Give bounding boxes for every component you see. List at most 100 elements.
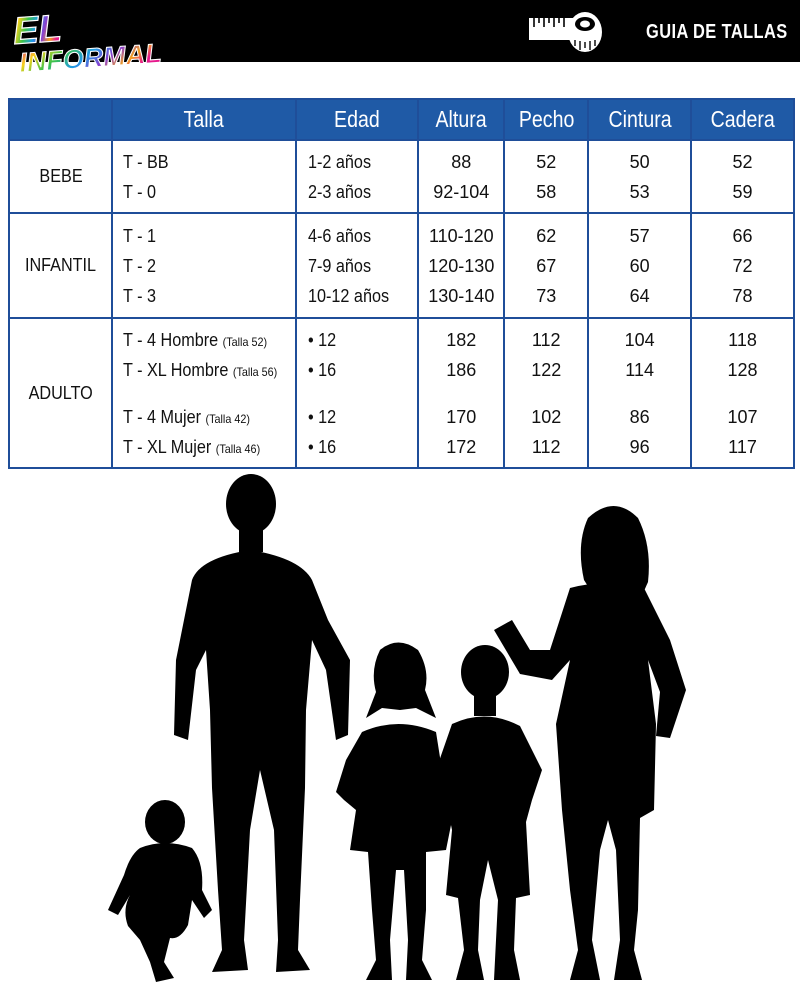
talla-cell: T - BB T - 0 (111, 139, 297, 214)
column-header-edad: Edad (294, 98, 420, 141)
pecho-value: 58 (536, 181, 557, 202)
category-adulto: ADULTO (7, 317, 114, 469)
category-header (7, 98, 114, 141)
cintura-value: 53 (629, 181, 650, 202)
column-header-pecho: Pecho (503, 98, 590, 141)
family-silhouettes (108, 474, 686, 982)
talla-value: T - 3 (123, 285, 157, 306)
table-row-adulto: ADULTO T - 4 Hombre (Talla 52) T - XL Ho… (7, 317, 795, 469)
altura-value: 92-104 (433, 181, 490, 202)
talla-value: T - 0 (123, 181, 157, 202)
edad-value: 7-9 años (307, 255, 371, 276)
cintura-value: 64 (629, 285, 650, 306)
talla-value: T - 1 (123, 225, 157, 246)
cadera-value: 72 (732, 255, 753, 276)
column-header-cadera: Cadera (690, 98, 795, 141)
altura-value: 172 (446, 436, 477, 457)
table-header-row: Talla Edad Altura Pecho Cintura Cadera (7, 98, 795, 141)
altura-cell: 110-120 120-130 130-140 (417, 212, 506, 319)
measuring-tape-icon (529, 12, 603, 52)
talla-value: T - XL Hombre (Talla 56) (123, 359, 278, 380)
talla-note: (Talla 46) (216, 441, 261, 456)
category-infantil: INFANTIL (7, 212, 114, 319)
baby-silhouette (108, 800, 212, 982)
pecho-value: 67 (536, 255, 557, 276)
edad-value: • 12 (307, 329, 336, 350)
altura-value: 170 (446, 406, 477, 427)
altura-value: 88 (451, 151, 472, 172)
cadera-cell: 52 59 (690, 139, 795, 214)
pecho-value: 112 (531, 329, 561, 350)
talla-value: T - XL Mujer (Talla 46) (123, 436, 261, 457)
cadera-value: 59 (732, 181, 753, 202)
size-table: Talla Edad Altura Pecho Cintura Cadera B… (7, 98, 795, 469)
cadera-value: 52 (732, 151, 753, 172)
cintura-cell: 50 53 (587, 139, 693, 214)
edad-value: 2-3 años (307, 181, 371, 202)
size-guide-heading: GUIA DE TALLAS (527, 10, 788, 54)
cintura-value: 114 (625, 359, 654, 380)
altura-value: 186 (446, 359, 477, 380)
woman-silhouette (494, 506, 686, 980)
pecho-cell: 52 58 (503, 139, 590, 214)
cintura-value: 50 (629, 151, 650, 172)
edad-cell: 4-6 años 7-9 años 10-12 años (294, 212, 420, 319)
pecho-value: 122 (531, 359, 562, 380)
altura-value: 182 (446, 329, 477, 350)
talla-note: (Talla 56) (233, 364, 278, 379)
boy-silhouette (436, 645, 542, 980)
cadera-value: 117 (728, 436, 757, 457)
girl-silhouette (336, 642, 456, 980)
altura-cell: 182 186 170 172 (417, 317, 506, 469)
altura-value: 120-130 (428, 255, 495, 276)
category-bebe: BEBE (7, 139, 114, 214)
altura-cell: 88 92-104 (417, 139, 506, 214)
talla-value: T - 2 (123, 255, 157, 276)
pecho-value: 73 (536, 285, 557, 306)
header-bar (0, 0, 800, 62)
talla-note: (Talla 42) (205, 411, 251, 426)
cintura-cell: 57 60 64 (587, 212, 693, 319)
pecho-value: 62 (536, 225, 557, 246)
altura-value: 130-140 (428, 285, 495, 306)
cadera-value: 118 (728, 329, 757, 350)
talla-value: T - 4 Hombre (Talla 52) (123, 329, 268, 350)
cadera-cell: 66 72 78 (690, 212, 795, 319)
cintura-value: 104 (624, 329, 655, 350)
edad-cell: • 12 • 16 • 12 • 16 (294, 317, 420, 469)
pecho-value: 112 (531, 436, 561, 457)
column-header-talla: Talla (111, 98, 297, 141)
edad-value: • 16 (307, 436, 336, 457)
edad-cell: 1-2 años 2-3 años (294, 139, 420, 214)
pecho-cell: 112 122 102 112 (503, 317, 590, 469)
cadera-value: 128 (727, 359, 758, 380)
cintura-value: 96 (629, 436, 650, 457)
cadera-cell: 118 128 107 117 (690, 317, 795, 469)
edad-value: • 12 (307, 406, 336, 427)
edad-value: 10-12 años (307, 285, 389, 306)
talla-cell: T - 1 T - 2 T - 3 (111, 212, 297, 319)
pecho-value: 102 (531, 406, 562, 427)
cintura-cell: 104 114 86 96 (587, 317, 693, 469)
edad-value: 4-6 años (307, 225, 371, 246)
edad-value: 1-2 años (307, 151, 371, 172)
svg-text:EL: EL (12, 8, 63, 53)
talla-value: T - 4 Mujer (Talla 42) (123, 406, 251, 427)
table-row-infantil: INFANTIL T - 1 T - 2 T - 3 4-6 años 7-9 … (7, 212, 795, 319)
cadera-value: 78 (732, 285, 753, 306)
pecho-cell: 62 67 73 (503, 212, 590, 319)
cintura-value: 86 (629, 406, 650, 427)
edad-value: • 16 (307, 359, 336, 380)
brand-logo: EL INFORMAL (11, 7, 163, 78)
pecho-value: 52 (536, 151, 557, 172)
cadera-value: 66 (732, 225, 753, 246)
table-row-bebe: BEBE T - BB T - 0 1-2 años 2-3 años 88 9… (7, 139, 795, 214)
page-title: GUIA DE TALLAS (646, 20, 788, 43)
cintura-value: 57 (629, 225, 650, 246)
column-header-cintura: Cintura (587, 98, 693, 141)
talla-note: (Talla 52) (222, 334, 268, 349)
cadera-value: 107 (727, 406, 758, 427)
cintura-value: 60 (629, 255, 650, 276)
talla-cell: T - 4 Hombre (Talla 52) T - XL Hombre (T… (111, 317, 297, 469)
altura-value: 110-120 (428, 225, 494, 246)
